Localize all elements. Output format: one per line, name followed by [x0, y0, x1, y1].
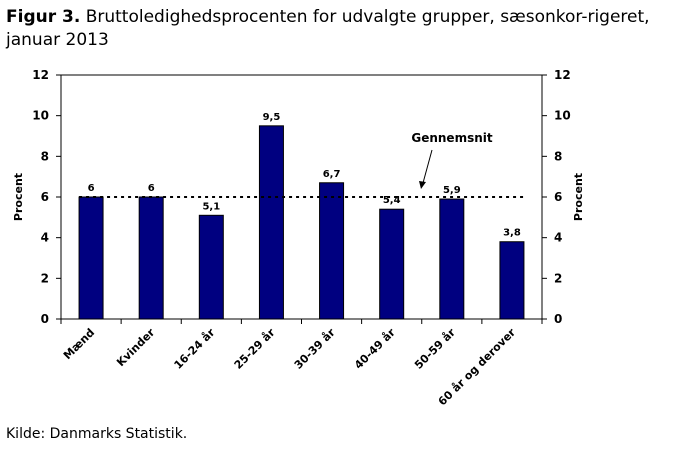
data-label: 6,7 — [323, 169, 341, 180]
data-label: 3,8 — [503, 228, 521, 239]
x-category-label: 50-59 år — [412, 326, 458, 372]
data-label: 6 — [88, 183, 95, 194]
average-reference: Gennemsnit — [79, 131, 524, 198]
bar — [78, 196, 104, 320]
annotation-arrow-head — [419, 181, 426, 189]
bar — [379, 208, 405, 320]
bars: 6 Mænd 6 Kvinder 5,1 16-24 år 9,5 25-29 år 6,7 30… — [61, 112, 525, 408]
y-tick-label-right: 12 — [554, 68, 571, 82]
bar — [319, 182, 345, 320]
x-category-label: 30-39 år — [292, 326, 338, 372]
y-tick-label-left: 6 — [41, 190, 49, 204]
x-category-label: Kvinder — [114, 326, 158, 370]
y-tick-label-right: 0 — [554, 312, 562, 326]
y-tick-label-right: 8 — [554, 149, 562, 163]
x-category-label: 40-49 år — [352, 326, 398, 372]
data-label: 5,1 — [202, 201, 220, 212]
bar — [439, 198, 465, 320]
y-tick-label-left: 0 — [41, 312, 49, 326]
bar — [258, 125, 284, 320]
data-label: 5,9 — [443, 185, 461, 196]
y-tick-label-left: 10 — [32, 109, 49, 123]
y-tick-label-left: 8 — [41, 149, 49, 163]
y-tick-label-right: 10 — [554, 109, 571, 123]
bar — [198, 214, 224, 320]
y-tick-label-right: 2 — [554, 271, 562, 285]
figure-title: Bruttoledighedsprocenten for udvalgte gr… — [6, 7, 650, 50]
y-tick-label-left: 4 — [41, 231, 49, 245]
plot-area-frame — [60, 74, 543, 320]
data-label: 6 — [148, 183, 155, 194]
y-axis-label-left: Procent — [12, 173, 25, 221]
bar-chart: 0 0 2 2 4 4 6 6 8 8 10 10 12 12 6 Mænd 6 Kvinder 5,1 16-24… — [12, 68, 585, 408]
y-axis-label-right: Procent — [572, 173, 585, 221]
y-tick-label-right: 6 — [554, 190, 562, 204]
y-tick-label-left: 12 — [32, 68, 49, 82]
average-annotation: Gennemsnit — [411, 131, 493, 145]
y-tick-label-right: 4 — [554, 231, 562, 245]
x-category-label: Mænd — [61, 326, 97, 362]
source-note: Kilde: Danmarks Statistik. — [6, 426, 188, 442]
chart-title: Figur 3. Bruttoledighedsprocenten for ud… — [6, 6, 676, 52]
bar — [499, 241, 525, 320]
bar — [138, 196, 164, 320]
figure-label: Figur 3. — [6, 7, 81, 27]
x-category-label: 16-24 år — [172, 326, 218, 372]
data-label: 9,5 — [263, 112, 281, 123]
y-tick-label-left: 2 — [41, 271, 49, 285]
x-category-label: 25-29 år — [232, 326, 278, 372]
annotation-arrow-line — [422, 149, 433, 184]
data-label: 5,4 — [383, 195, 401, 206]
axes: 0 0 2 2 4 4 6 6 8 8 10 10 12 12 — [32, 68, 570, 326]
